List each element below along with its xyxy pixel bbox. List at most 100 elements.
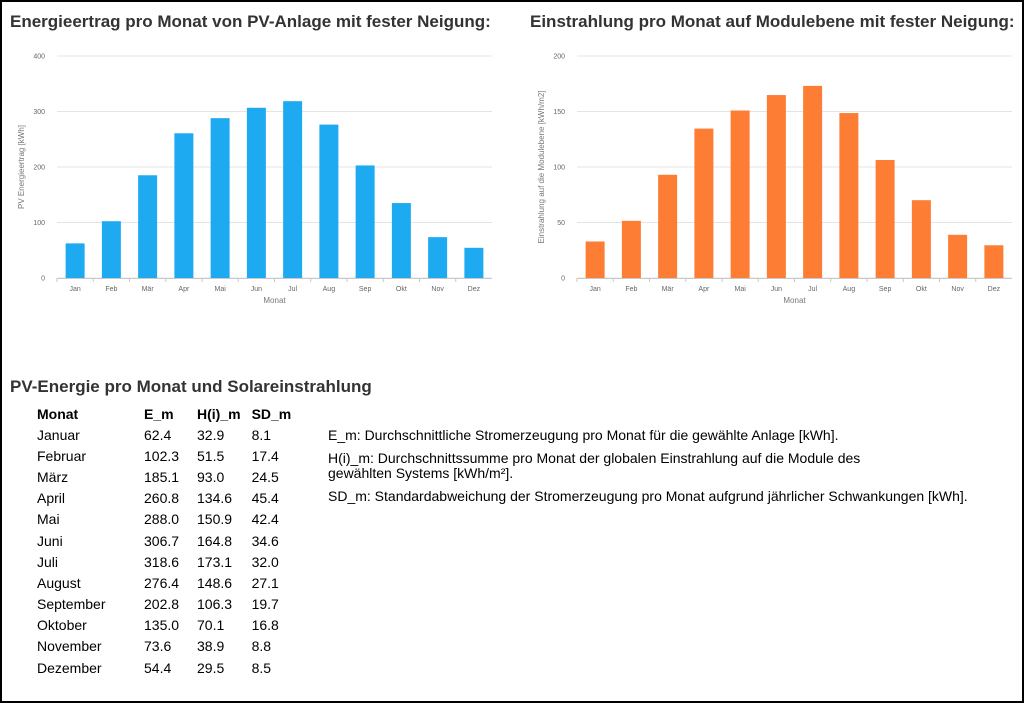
table-row: März 185.1 93.0 24.5 — [32, 466, 297, 487]
irradiation-y-tick-label: 200 — [553, 54, 565, 61]
legend-sd: SD_m: Standardabweichung der Stromerzeug… — [328, 488, 968, 504]
table-row: Dezember 54.4 29.5 8.5 — [32, 657, 297, 678]
table-row: April 260.8 134.6 45.4 — [32, 488, 297, 509]
cell-hi: 148.6 — [197, 574, 233, 591]
irradiation-bar-8 — [875, 160, 895, 278]
irradiation-x-tick-label: Apr — [698, 286, 710, 293]
header-month: Monat — [37, 405, 79, 422]
cell-hi: 134.6 — [197, 490, 233, 507]
cell-hi: 106.3 — [197, 596, 233, 613]
cell-month: Dezember — [37, 659, 102, 676]
energy-x-tick-label: Jun — [251, 286, 262, 293]
cell-month: Februar — [37, 447, 87, 464]
cell-month: März — [37, 468, 69, 485]
cell-em: 185.1 — [144, 468, 180, 485]
table-row: Juli 318.6 173.1 32.0 — [32, 551, 297, 572]
cell-sd: 34.6 — [251, 532, 279, 549]
irradiation-bar-5 — [766, 95, 786, 279]
legend-em: E_m: Durchschnittliche Stromerzeugung pr… — [328, 427, 839, 443]
cell-hi: 150.9 — [197, 511, 233, 528]
energy-y-tick-label: 100 — [33, 220, 45, 227]
irradiation-y-tick-label: 50 — [557, 220, 565, 227]
cell-sd: 8.1 — [251, 426, 272, 443]
energy-bar-0 — [65, 243, 85, 278]
legend-block: E_m: Durchschnittliche Stromerzeugung pr… — [328, 428, 1018, 512]
cell-sd: 8.8 — [251, 638, 272, 655]
cell-hi: 29.5 — [197, 659, 225, 676]
cell-em: 62.4 — [144, 426, 172, 443]
cell-sd: 17.4 — [251, 447, 279, 464]
irradiation-y-tick-label: 150 — [553, 109, 565, 116]
cell-em: 102.3 — [144, 447, 180, 464]
table-row: Januar 62.4 32.9 8.1 — [32, 424, 297, 445]
cell-em: 73.6 — [144, 638, 172, 655]
irradiation-bar-2 — [658, 174, 678, 278]
energy-bar-8 — [355, 165, 375, 278]
energy-x-tick-label: Sep — [359, 286, 372, 293]
cell-sd: 45.4 — [251, 490, 279, 507]
energy-x-axis-title: Monat — [263, 296, 286, 305]
cell-sd: 8.5 — [251, 659, 272, 676]
irradiation-y-tick-label: 100 — [553, 165, 565, 172]
irradiation-bar-9 — [911, 200, 931, 278]
irradiation-x-tick-label: Dez — [988, 286, 1001, 293]
energy-bar-11 — [464, 247, 484, 278]
energy-x-tick-label: Mär — [142, 286, 155, 293]
energy-x-tick-label: Feb — [105, 286, 117, 293]
irradiation-bar-1 — [621, 220, 641, 278]
cell-month: September — [37, 596, 106, 613]
irradiation-x-tick-label: Sep — [879, 286, 892, 293]
irradiation-bar-7 — [839, 113, 859, 278]
cell-sd: 24.5 — [251, 468, 279, 485]
irradiation-bar-chart: 0 50 100 150 200 Jan Feb Mär Apr Mai Jun Jul Aug Sep O… — [537, 54, 1012, 305]
irradiation-x-tick-label: Feb — [625, 286, 637, 293]
cell-hi: 93.0 — [197, 468, 225, 485]
energy-x-tick-label: Jan — [69, 286, 80, 293]
cell-hi: 51.5 — [197, 447, 225, 464]
cell-sd: 16.8 — [251, 617, 279, 634]
header-em: E_m — [144, 405, 174, 422]
cell-em: 318.6 — [144, 553, 180, 570]
cell-em: 276.4 — [144, 574, 180, 591]
irradiation-x-tick-label: Jul — [808, 286, 817, 293]
table-row: November 73.6 38.9 8.8 — [32, 636, 297, 657]
cell-em: 288.0 — [144, 511, 180, 528]
cell-month: November — [37, 638, 102, 655]
energy-y-tick-label: 200 — [33, 165, 45, 172]
cell-hi: 32.9 — [197, 426, 225, 443]
chart-title-energy: Energieertrag pro Monat von PV-Anlage mi… — [10, 12, 491, 31]
cell-month: April — [37, 490, 66, 507]
cell-hi: 164.8 — [197, 532, 233, 549]
table-header-row: Monat E_m H(i)_m SD_m — [32, 403, 297, 424]
table-row: Mai 288.0 150.9 42.4 — [32, 509, 297, 530]
cell-hi: 38.9 — [197, 638, 225, 655]
irradiation-bar-6 — [803, 85, 823, 278]
irradiation-x-tick-label: Jan — [589, 286, 600, 293]
irradiation-bar-11 — [984, 245, 1004, 278]
legend-hi: H(i)_m: Durchschnittssumme pro Monat der… — [328, 450, 861, 481]
irradiation-x-tick-label: Mär — [662, 286, 675, 293]
irradiation-y-tick-label: 0 — [561, 276, 565, 283]
header-hi: H(i)_m — [197, 405, 241, 422]
irradiation-y-axis-title: Einstrahlung auf die Modulebene [kWh/m2] — [537, 91, 546, 244]
irradiation-x-tick-label: Aug — [843, 286, 856, 293]
irradiation-bar-3 — [694, 128, 714, 278]
cell-hi: 173.1 — [197, 553, 233, 570]
cell-month: Mai — [37, 511, 60, 528]
irradiation-x-tick-label: Okt — [916, 286, 927, 293]
energy-bar-1 — [101, 221, 121, 278]
energy-bar-4 — [210, 118, 230, 278]
energy-x-tick-label: Mai — [214, 286, 226, 293]
cell-em: 260.8 — [144, 490, 180, 507]
energy-x-tick-label: Apr — [178, 286, 190, 293]
cell-em: 306.7 — [144, 532, 180, 549]
energy-bar-6 — [283, 101, 303, 278]
irradiation-x-tick-label: Mai — [734, 286, 746, 293]
energy-y-tick-label: 400 — [33, 54, 45, 61]
cell-em: 135.0 — [144, 617, 180, 634]
irradiation-x-tick-label: Nov — [951, 286, 964, 293]
cell-hi: 70.1 — [197, 617, 225, 634]
irradiation-bar-10 — [948, 234, 968, 278]
energy-y-axis-title: PV Energieertrag [kWh] — [17, 125, 26, 209]
